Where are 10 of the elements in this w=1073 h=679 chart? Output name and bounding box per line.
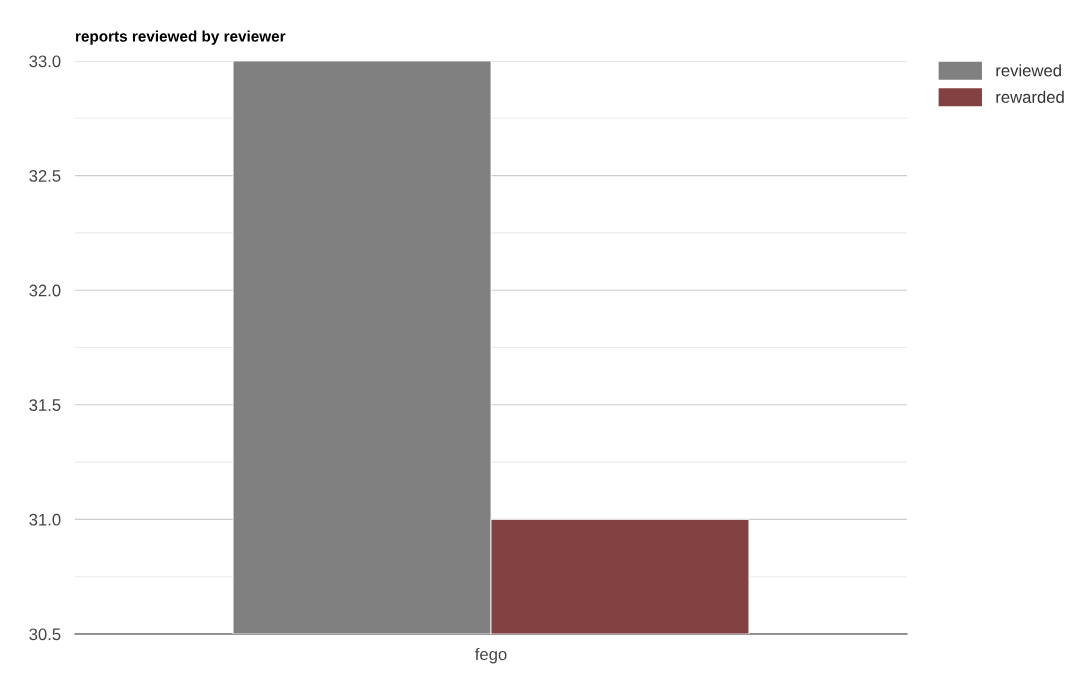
x-tick-label: fego [475, 647, 507, 664]
legend-label: reviewed [996, 64, 1061, 77]
y-tick-label: 31.5 [29, 399, 61, 411]
legend-label: rewarded [996, 90, 1064, 104]
y-tick-label: 33.0 [29, 55, 61, 68]
y-tick-label: 30.5 [29, 628, 61, 641]
chart-title: reports reviewed by reviewer [76, 30, 286, 45]
y-tick-label: 31.0 [29, 513, 61, 526]
y-tick-label: 32.5 [29, 170, 61, 182]
y-tick-label: 32.0 [29, 284, 61, 297]
